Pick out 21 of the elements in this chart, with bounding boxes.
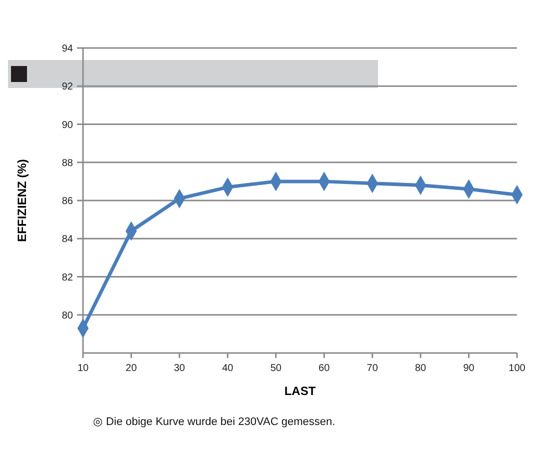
x-tick-label: 10 [77, 363, 89, 374]
y-tick-label: 88 [62, 158, 74, 169]
text: ◎ Die obige Kurve wurde bei 230VAC gemessen. [93, 416, 336, 428]
x-tick-label: 90 [463, 363, 475, 374]
x-tick-label: 60 [318, 363, 330, 374]
y-tick-label: 84 [62, 234, 74, 246]
y-tick-label: 92 [62, 82, 74, 93]
y-tick-label: 90 [62, 120, 74, 131]
y-axis-title: EFFIZIENZ (%) [15, 159, 29, 242]
x-tick-label: 80 [414, 363, 427, 374]
y-tick-label: 94 [62, 44, 74, 54]
x-tick-label: 30 [174, 363, 186, 374]
x-tick-label: 70 [366, 363, 378, 374]
x-tick-label: 50 [270, 363, 282, 374]
y-tick-label: 80 [62, 310, 74, 322]
x-tick-label: 20 [126, 363, 138, 374]
y-tick-label: 82 [62, 272, 74, 284]
x-tick-label: 40 [222, 363, 234, 374]
x-axis-title: LAST [284, 384, 316, 398]
x-tick-label: 100 [508, 363, 526, 374]
y-tick-label: 86 [62, 196, 74, 207]
